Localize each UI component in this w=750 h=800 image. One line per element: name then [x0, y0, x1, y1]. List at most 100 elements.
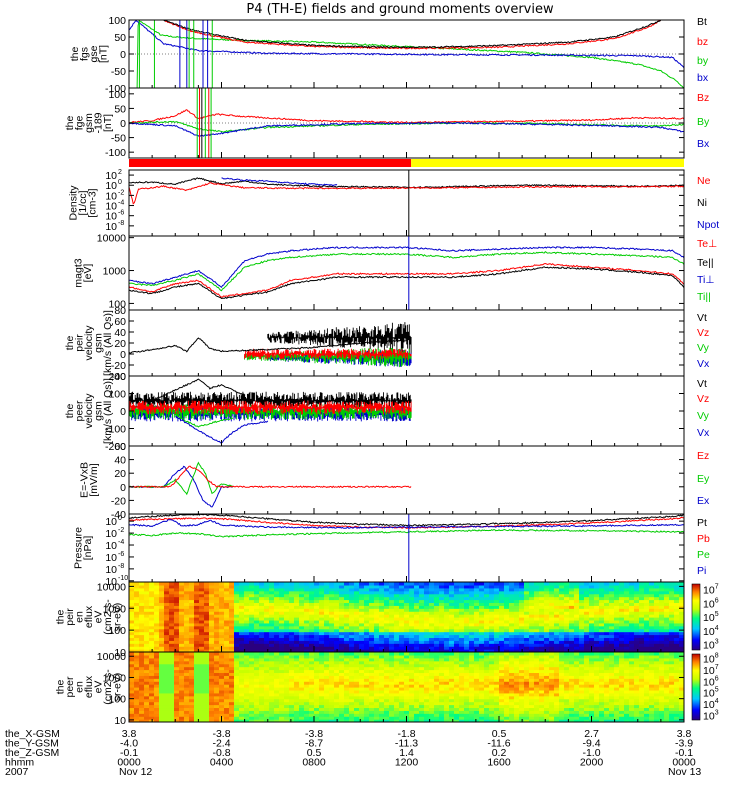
spectrogram-cell: [214, 619, 220, 624]
spectrogram-cell: [674, 587, 680, 592]
spectrogram-cell: [354, 678, 360, 682]
y-axis-label-line: fgs: [78, 47, 90, 61]
spectrogram-cell: [364, 652, 370, 656]
spectrogram-cell: [164, 695, 170, 700]
spectrogram-cell: [344, 698, 350, 703]
spectrogram-cell: [224, 675, 230, 679]
spectrogram-cell: [244, 716, 250, 720]
spectrogram-cell: [349, 614, 355, 618]
spectrogram-cell: [589, 602, 595, 606]
spectrogram-cell: [299, 582, 305, 586]
spectrogram-cell: [274, 710, 280, 714]
spectrogram-cell: [679, 582, 684, 586]
spectrogram-cell: [299, 666, 305, 671]
spectrogram-cell: [669, 646, 675, 650]
spectrogram-cell: [594, 643, 600, 647]
spectrogram-cell: [329, 689, 335, 694]
spectrogram-cell: [629, 599, 635, 604]
spectrogram-cell: [394, 695, 400, 700]
spectrogram-cell: [144, 608, 150, 612]
spectrogram-cell: [304, 602, 310, 606]
spectrogram-cell: [234, 652, 240, 656]
spectrogram-cell: [284, 640, 290, 644]
spectrogram-cell: [244, 631, 250, 636]
spectrogram-cell: [484, 669, 490, 674]
spectrogram-cell: [264, 619, 270, 624]
spectrogram-cell: [294, 660, 300, 665]
spectrogram-cell: [139, 584, 145, 589]
spectrogram-cell: [429, 608, 435, 612]
spectrogram-cell: [149, 631, 155, 636]
spectrogram-cell: [349, 619, 355, 624]
spectrogram-cell: [319, 675, 325, 679]
spectrogram-cell: [499, 619, 505, 624]
spectrogram-cell: [274, 587, 280, 592]
spectrogram-cell: [269, 602, 275, 606]
spectrogram-cell: [294, 672, 300, 676]
spectrogram-cell: [664, 640, 670, 644]
spectrogram-cell: [444, 654, 450, 659]
spectrogram-cell: [404, 608, 410, 612]
spectrogram-cell: [254, 614, 260, 618]
spectrogram-cell: [629, 619, 635, 624]
spectrogram-cell: [469, 687, 475, 691]
spectrogram-cell: [419, 590, 425, 595]
spectrogram-cell: [339, 631, 345, 636]
spectrogram-cell: [309, 663, 315, 668]
spectrogram-cell: [464, 637, 470, 641]
spectrogram-cell: [439, 646, 445, 650]
spectrogram-cell: [179, 599, 185, 604]
y-tick-label: 50: [114, 32, 126, 44]
spectrogram-cell: [209, 695, 215, 700]
spectrogram-cell: [129, 660, 135, 665]
spectrogram-cell: [444, 719, 450, 722]
spectrogram-cell: [409, 611, 415, 615]
spectrogram-cell: [289, 602, 295, 606]
spectrogram-cell: [259, 716, 265, 720]
spectrogram-cell: [679, 649, 684, 652]
spectrogram-cell: [429, 660, 435, 665]
spectrogram-cell: [414, 596, 420, 601]
spectrogram-cell: [394, 719, 400, 722]
spectrogram-cell: [599, 625, 605, 630]
spectrogram-cell: [329, 608, 335, 612]
spectrogram-cell: [479, 625, 485, 630]
spectrogram-cell: [289, 584, 295, 589]
spectrogram-cell: [299, 617, 305, 621]
spectrogram-cell: [644, 587, 650, 592]
spectrogram-cell: [384, 689, 390, 694]
spectrogram-cell: [359, 593, 365, 598]
spectrogram-cell: [419, 625, 425, 630]
spectrogram-cell: [224, 628, 230, 633]
spectrogram-cell: [559, 602, 565, 606]
spectrogram-cell: [289, 684, 295, 688]
spectrogram-cell: [469, 605, 475, 609]
spectrogram-cell: [129, 637, 135, 641]
spectrogram-cell: [134, 657, 140, 662]
spectrogram-cell: [369, 634, 375, 639]
y-tick-label: 40: [114, 455, 126, 467]
spectrogram-cell: [234, 582, 240, 586]
spectrogram-cell: [284, 617, 290, 621]
legend-entry-Vx: Vx: [697, 427, 710, 439]
spectrogram-cell: [469, 692, 475, 697]
spectrogram-cell: [579, 596, 585, 601]
spectrogram-cell: [594, 587, 600, 592]
spectrogram-cell: [384, 707, 390, 711]
spectrogram-cell: [274, 614, 280, 618]
spectrogram-cell: [419, 660, 425, 665]
spectrogram-cell: [224, 602, 230, 606]
spectrogram-cell: [284, 596, 290, 601]
spectrogram-cell: [309, 689, 315, 694]
spectrogram-cell: [244, 584, 250, 589]
spectrogram-cell: [304, 640, 310, 644]
y-tick-label: 0: [120, 49, 126, 61]
spectrogram-cell: [674, 599, 680, 604]
spectrogram-cell: [319, 625, 325, 630]
spectrogram-cell: [444, 704, 450, 709]
spectrogram-cell: [439, 657, 445, 662]
spectrogram-cell: [404, 669, 410, 674]
spectrogram-cell: [184, 666, 190, 671]
spectrogram-cell: [424, 704, 430, 709]
